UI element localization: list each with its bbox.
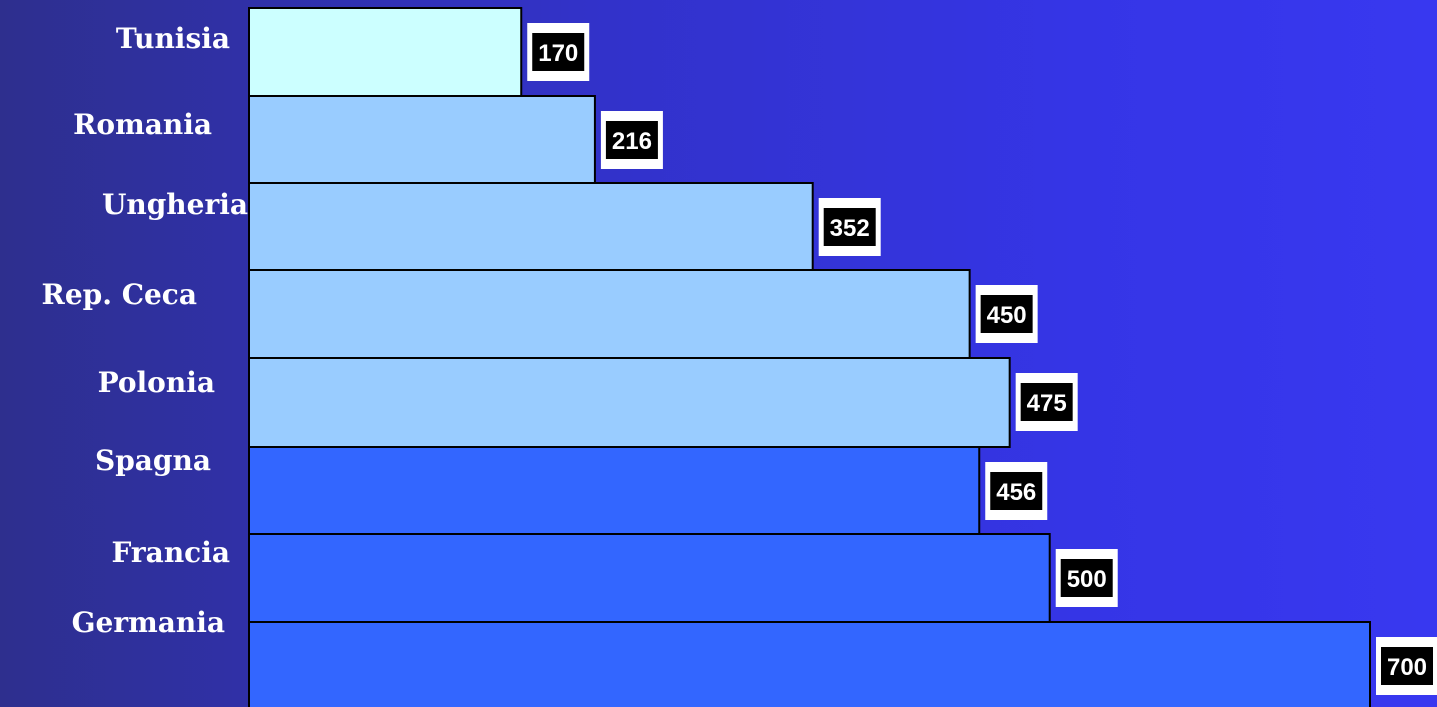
bar-francia — [248, 533, 1051, 623]
category-label: Rep. Ceca — [42, 278, 197, 311]
bars-group — [248, 7, 1371, 707]
data-label-background — [980, 295, 1033, 333]
data-label-value: 475 — [1027, 390, 1067, 417]
data-label-value: 456 — [996, 479, 1036, 506]
data-label-background — [1020, 383, 1073, 421]
category-label: Ungheria — [102, 188, 248, 221]
data-label-background — [1060, 559, 1113, 597]
data-label-background — [532, 33, 585, 71]
category-label: Francia — [112, 536, 230, 569]
data-label: 216 — [600, 111, 663, 169]
bar-polonia — [248, 357, 1011, 448]
data-label: 500 — [1055, 549, 1118, 607]
category-label: Romania — [73, 108, 212, 141]
data-label-value: 450 — [987, 302, 1027, 329]
bar-tunisia — [248, 7, 523, 97]
data-label: 352 — [818, 198, 881, 256]
data-label-background — [1381, 647, 1433, 685]
data-label-value: 700 — [1387, 654, 1427, 681]
data-label: 450 — [975, 285, 1038, 343]
category-labels-group: Tunisia Romania Ungheria Rep. Ceca Polonia Sp… — [42, 22, 248, 639]
data-label-value: 216 — [612, 128, 652, 155]
data-label-background — [990, 472, 1043, 510]
data-label-value: 500 — [1067, 566, 1107, 593]
data-label: 170 — [527, 23, 590, 81]
data-label-value: 170 — [538, 40, 578, 67]
category-label: Polonia — [98, 366, 215, 399]
bar-ungheria — [248, 182, 814, 271]
data-label-background — [823, 208, 876, 246]
bar-rep-ceca — [248, 269, 971, 359]
data-label: 475 — [1015, 373, 1078, 431]
bar-spagna — [248, 446, 981, 535]
category-label: Spagna — [95, 444, 211, 477]
bar-germania — [248, 621, 1371, 707]
data-labels-group: 170 216 352 450 475 456 500 700 — [527, 23, 1437, 695]
data-label-background — [605, 121, 658, 159]
category-label: Tunisia — [116, 22, 230, 55]
data-label: 456 — [985, 462, 1048, 520]
category-label: Germania — [72, 606, 225, 639]
bar-romania — [248, 95, 596, 184]
data-label-value: 352 — [830, 215, 870, 242]
data-label: 700 — [1376, 637, 1437, 695]
